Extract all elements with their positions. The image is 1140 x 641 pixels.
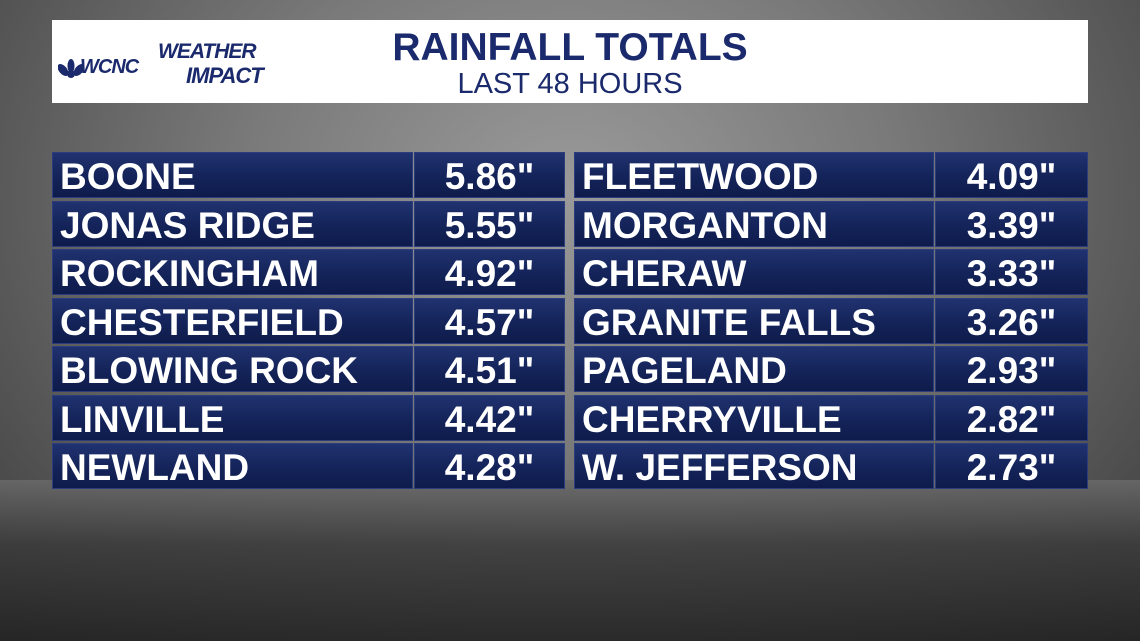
location-name: JONAS RIDGE [52, 200, 413, 247]
rainfall-value: 2.73" [935, 443, 1088, 489]
location-name: GRANITE FALLS [574, 297, 934, 344]
header: WCNC WEATHER IMPACT RAINFALL TOTALS LAST… [52, 20, 1088, 103]
rainfall-value: 5.86" [414, 152, 565, 198]
rainfall-value: 4.42" [414, 394, 565, 441]
rainfall-value: 2.93" [935, 346, 1088, 392]
location-name: PAGELAND [574, 346, 934, 392]
location-name: FLEETWOOD [574, 152, 934, 198]
subtitle: LAST 48 HOURS [457, 68, 683, 100]
location-name: BOONE [52, 152, 413, 198]
logo: WCNC WEATHER IMPACT [58, 34, 308, 94]
rainfall-value: 4.09" [935, 152, 1088, 198]
location-name: W. JEFFERSON [574, 443, 934, 489]
location-name: NEWLAND [52, 443, 413, 489]
rainfall-value: 5.55" [414, 200, 565, 247]
location-name: BLOWING ROCK [52, 346, 413, 392]
location-name: CHESTERFIELD [52, 297, 413, 344]
rainfall-value: 4.57" [414, 297, 565, 344]
rainfall-value: 3.39" [935, 200, 1088, 247]
location-name: LINVILLE [52, 394, 413, 441]
rainfall-value: 4.28" [414, 443, 565, 489]
location-name: CHERRYVILLE [574, 394, 934, 441]
rainfall-value: 4.51" [414, 346, 565, 392]
location-name: ROCKINGHAM [52, 249, 413, 295]
location-name: MORGANTON [574, 200, 934, 247]
brand-text: WEATHER [158, 40, 257, 63]
background-ground [0, 480, 1140, 641]
brand-text: IMPACT [186, 63, 264, 88]
peacock-icon [58, 59, 84, 78]
rainfall-value: 3.33" [935, 249, 1088, 295]
location-name: CHERAW [574, 249, 934, 295]
rainfall-value: 4.92" [414, 249, 565, 295]
station-logo: WCNC [80, 56, 139, 78]
rainfall-value: 2.82" [935, 394, 1088, 441]
title: RAINFALL TOTALS [392, 26, 748, 69]
rainfall-value: 3.26" [935, 297, 1088, 344]
